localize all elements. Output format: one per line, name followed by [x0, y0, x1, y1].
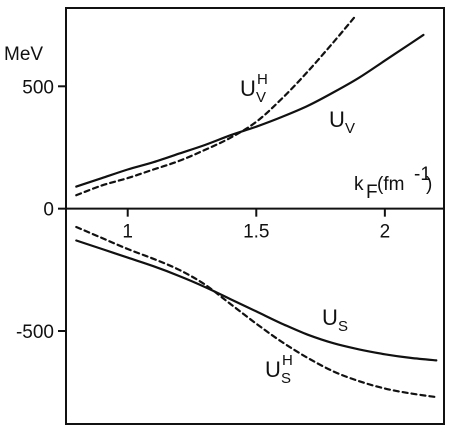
curve-label-subscript: S	[281, 370, 291, 387]
x-axis-unit-close-paren: )	[426, 174, 432, 195]
x-tick-label: 2	[380, 222, 391, 243]
x-tick-label: 1.5	[243, 222, 269, 243]
curve-label-subscript: V	[256, 89, 266, 106]
y-tick-label: 500	[22, 77, 54, 98]
y-tick-label: -500	[16, 322, 54, 343]
curve-label-u-v-h: U VH	[240, 71, 268, 106]
plot-frame	[65, 7, 445, 425]
x-axis-unit-sub-f: F	[366, 182, 378, 203]
x-axis-unit-fm: (fm	[377, 174, 404, 195]
series-line-u-s	[75, 239, 438, 362]
curve-label-superscript: H	[282, 352, 293, 369]
series-line-u-v-h	[75, 16, 356, 197]
x-axis-unit-exponent: -1	[414, 164, 431, 185]
curve-label-main: U	[329, 107, 345, 132]
series-line-u-v	[75, 33, 425, 188]
curve-label-u-s-h: U SH	[265, 352, 293, 387]
series-line-u-s-h	[75, 225, 438, 399]
curve-label-main: U	[240, 76, 256, 101]
curve-label-superscript: H	[257, 71, 268, 88]
curve-label-main: U	[322, 305, 338, 330]
curve-label-subscript: S	[338, 318, 348, 335]
curve-label-main: U	[265, 357, 281, 382]
x-tick-label: 1	[122, 222, 133, 243]
y-tick-label: 0	[43, 200, 54, 221]
curve-label-subscript: V	[345, 120, 355, 137]
x-axis-unit-label: k F (fm -1)	[354, 164, 432, 203]
x-axis-unit-k: k	[354, 174, 364, 195]
y-axis-unit-label: MeV	[4, 44, 43, 65]
